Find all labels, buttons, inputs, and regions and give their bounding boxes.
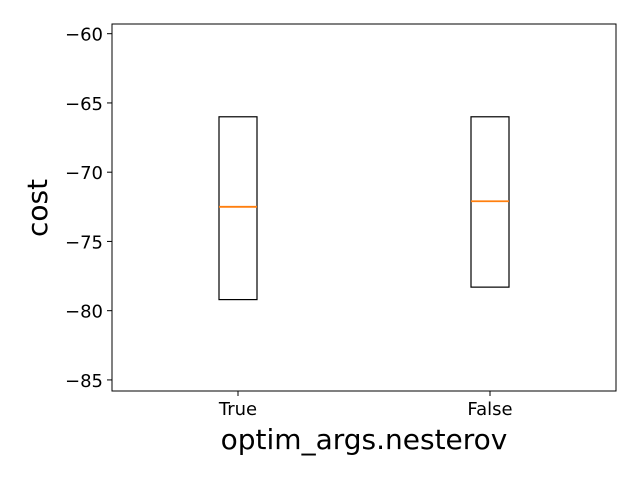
x-axis-ticks: True False	[218, 391, 513, 420]
x-axis-label: optim_args.nesterov	[221, 423, 508, 456]
y-tick-label: −65	[65, 94, 103, 115]
plot-area-frame	[111, 23, 617, 392]
y-axis-label: cost	[21, 179, 54, 237]
x-tick-label: True	[218, 399, 257, 420]
boxes-layer	[218, 116, 510, 301]
box-true	[218, 116, 258, 301]
y-axis-ticks: −60 −65 −70 −75 −80 −85	[65, 25, 112, 392]
y-tick-label: −75	[65, 232, 103, 253]
y-tick-label: −70	[65, 163, 103, 184]
y-tick-label: −85	[65, 371, 103, 392]
y-tick-label: −80	[65, 302, 103, 323]
y-tick-label: −60	[65, 25, 103, 46]
x-tick-label: False	[467, 399, 512, 420]
